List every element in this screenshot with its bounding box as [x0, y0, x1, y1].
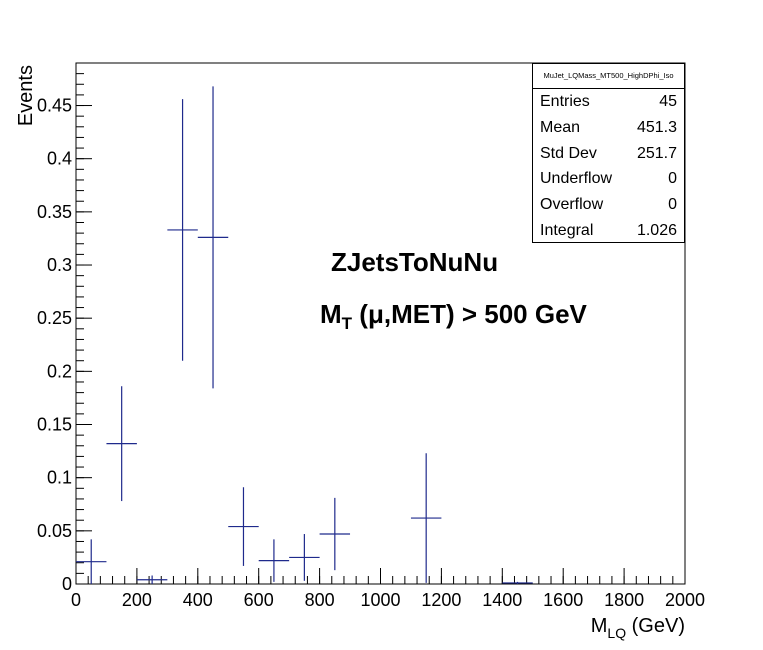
y-tick-label: 0.1 [47, 468, 72, 488]
x-tick-label: 0 [71, 590, 81, 610]
stats-value: 0 [668, 170, 677, 188]
x-tick-label: 1200 [421, 590, 461, 610]
stats-row-overflow: Overflow 0 [533, 192, 684, 218]
stats-value: 451.3 [636, 118, 677, 136]
x-tick-label: 1600 [543, 590, 583, 610]
histogram-bin [289, 534, 320, 581]
cut-annotation-subscript: T [341, 314, 353, 333]
cut-annotation: MT (μ,MET) > 500 GeV [320, 299, 587, 334]
histogram-bin [167, 99, 198, 361]
stats-label: Std Dev [540, 144, 597, 162]
stats-row-mean: Mean 451.3 [533, 115, 684, 141]
cut-annotation-rest: (μ,MET) > 500 GeV [352, 299, 587, 329]
y-tick-label: 0.25 [37, 308, 72, 328]
x-axis-label-main: M [591, 615, 608, 637]
y-tick-label: 0.15 [37, 415, 72, 435]
histogram-bin [319, 497, 351, 571]
histogram-bin [197, 86, 229, 389]
histogram-bin [106, 386, 137, 502]
x-tick-label: 400 [183, 590, 213, 610]
x-tick-label: 2000 [665, 590, 705, 610]
stats-value: 45 [659, 93, 677, 110]
histogram-bin [228, 487, 259, 566]
stats-label: Underflow [540, 170, 613, 188]
stats-value: 1.026 [636, 221, 677, 239]
sample-annotation: ZJetsToNuNu [331, 247, 499, 277]
x-tick-label: 800 [305, 590, 335, 610]
histogram-bin [502, 581, 533, 584]
y-tick-label: 0.3 [47, 255, 72, 275]
stats-row-stddev: Std Dev 251.7 [533, 141, 684, 167]
x-axis-label-unit: (GeV) [626, 615, 685, 637]
stats-value: 0 [668, 196, 677, 214]
y-axis-label: Events [15, 65, 37, 126]
stats-row-underflow: Underflow 0 [533, 166, 684, 192]
x-tick-label: 600 [244, 590, 274, 610]
stats-row-entries: Entries 45 [533, 89, 684, 115]
stats-row-integral: Integral 1.026 [533, 218, 684, 244]
histogram-bin [258, 539, 290, 582]
stats-label: Mean [540, 118, 581, 136]
y-tick-label: 0.4 [47, 149, 72, 169]
y-tick-label: 0.2 [47, 361, 72, 381]
x-tick-label: 1800 [604, 590, 644, 610]
x-axis-label-subscript: LQ [607, 625, 626, 641]
histogram-bins [76, 86, 533, 584]
x-tick-label: 1400 [482, 590, 522, 610]
y-axis: 0 0.05 0.1 0.15 0.2 0.25 0.3 0.35 0.4 0.45 [37, 62, 92, 594]
x-tick-label: 200 [122, 590, 152, 610]
histogram-bin [136, 575, 168, 584]
stats-box-title: MuJet_LQMass_MT500_HighDPhi_Iso [533, 64, 684, 89]
y-tick-label: 0.35 [37, 202, 72, 222]
y-tick-label: 0.45 [37, 96, 72, 116]
histogram-bin [76, 539, 107, 584]
x-axis: 0 200 400 600 800 1000 1200 1400 1600 1800 2000 [71, 568, 705, 610]
x-tick-label: 1000 [360, 590, 400, 610]
x-axis-label: MLQ (GeV) [591, 615, 685, 641]
stats-label: Entries [540, 93, 590, 110]
histogram-bin [410, 453, 442, 583]
stats-label: Overflow [540, 196, 604, 214]
y-tick-label: 0.05 [37, 521, 72, 541]
cut-annotation-var: M [320, 299, 342, 329]
y-tick-label: 0 [62, 574, 72, 594]
stats-label: Integral [540, 221, 594, 239]
stats-box: MuJet_LQMass_MT500_HighDPhi_Iso Entries … [532, 63, 685, 243]
stats-value: 251.7 [636, 144, 677, 162]
